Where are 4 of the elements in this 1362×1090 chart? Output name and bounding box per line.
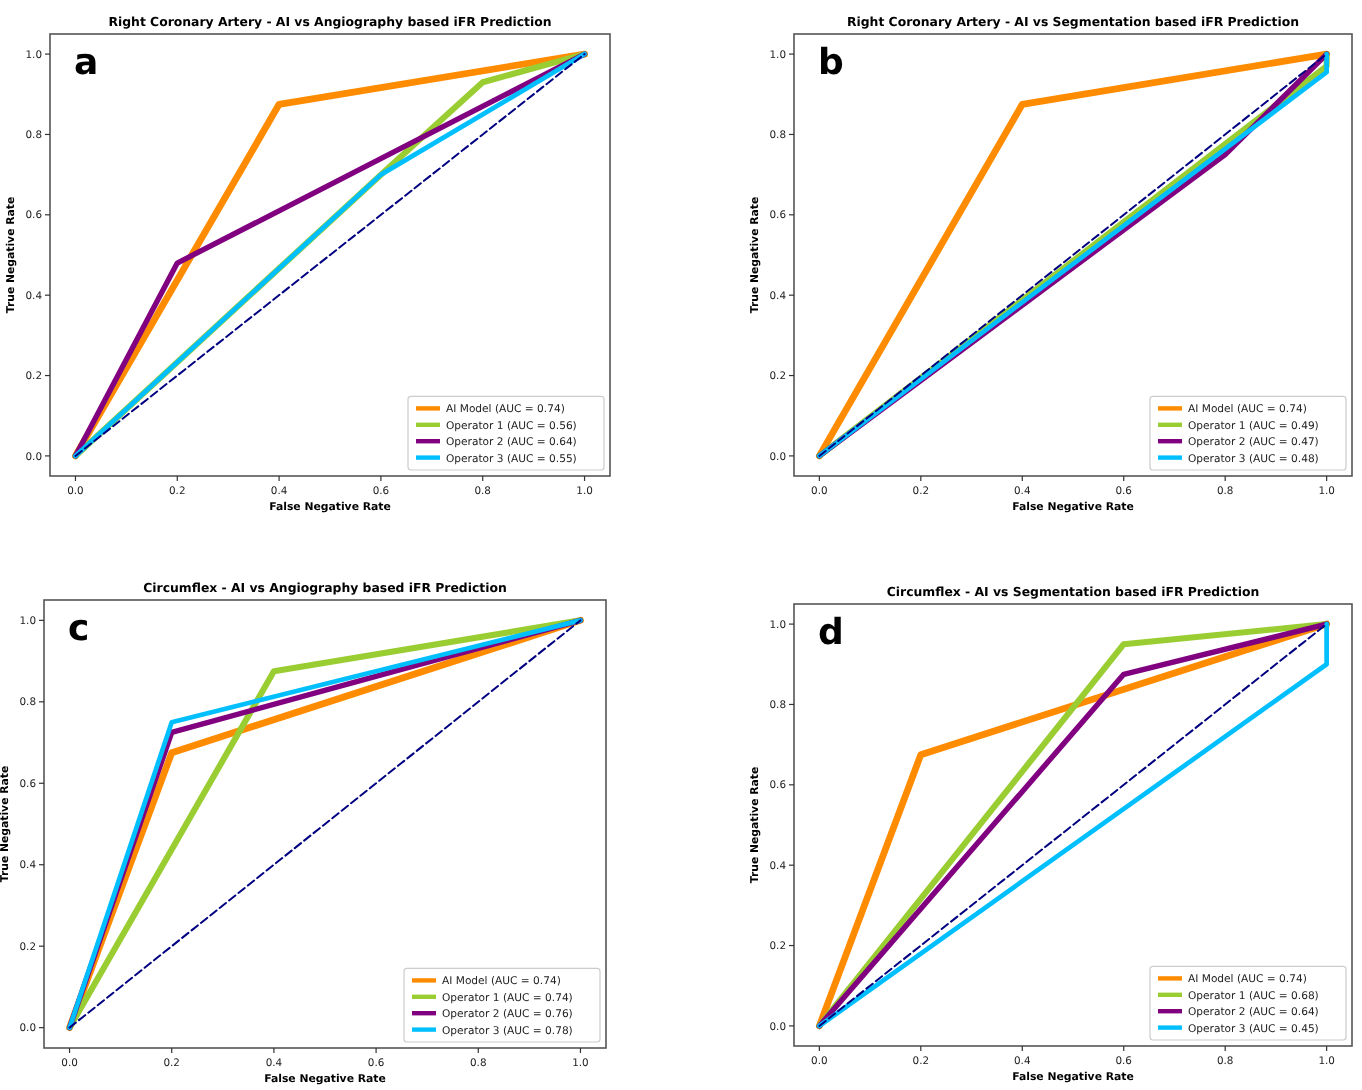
annotation: d <box>818 612 844 654</box>
annotation: c <box>68 608 90 650</box>
annotation: b <box>818 42 844 84</box>
annotation: a <box>74 42 99 84</box>
